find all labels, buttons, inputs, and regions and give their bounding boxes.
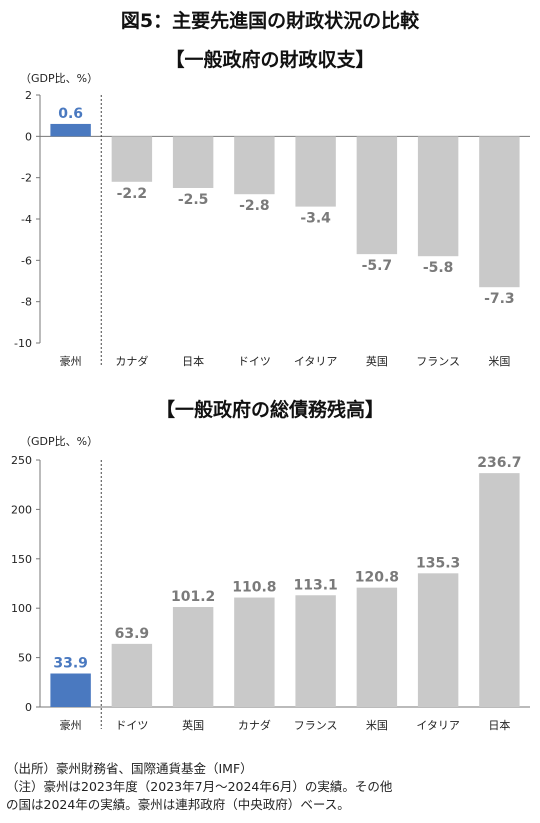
gross-debt-y-tick-label: 100 [11,602,32,615]
fiscal-balance-data-label: -2.2 [117,186,148,202]
note-remark-1: （注）豪州は2023年度（2023年7月～2024年6月）の実績。その他 [6,779,393,794]
fiscal-balance-category-label: イタリア [294,355,338,368]
fiscal-balance-bar [111,136,153,182]
gross-debt-y-tick-label: 0 [25,701,32,714]
fiscal-balance-category-label: ドイツ [238,355,271,368]
gross-debt-bar [479,473,520,707]
note-source: （出所）豪州財務省、国際通貨基金（IMF） [6,761,253,776]
fiscal-balance-category-label: 米国 [488,355,510,368]
fiscal-balance-category-label: フランス [416,355,460,368]
fiscal-balance-category-label: カナダ [115,354,148,368]
fiscal-balance-bar [172,136,214,188]
fiscal-balance-y-tick-label: -10 [14,337,32,350]
gross-debt-data-label: 236.7 [477,455,521,471]
gross-debt-bar [234,597,275,707]
gross-debt-chart: 250 200 150 100 50 0 33.9 豪州 63.9 ドイツ 101.2 英国 110.8… [11,454,530,732]
fiscal-balance-bar [356,136,398,255]
gross-debt-data-label: 113.1 [293,577,337,593]
gross-debt-bar [356,587,398,707]
gross-debt-bar [295,595,336,707]
gross-debt-bar [172,607,214,707]
gross-debt-category-label: 英国 [182,718,204,732]
gross-debt-bar [50,673,91,707]
fiscal-balance-data-label: -7.3 [484,291,515,307]
fiscal-balance-y-tick-label: -6 [21,254,32,267]
gross-debt-y-tick-label: 150 [11,553,32,566]
fiscal-balance-category-label: 日本 [182,354,204,368]
fiscal-balance-data-label: 0.6 [58,106,83,122]
fiscal-balance-bar [417,136,459,257]
fiscal-balance-chart: 2 0 -2 -4 -6 -8 -10 0.6 豪州 -2.2 カナダ -2.5 日本 -2.8 ドイツ -3… [14,89,530,368]
fiscal-balance-data-label: -3.4 [300,211,331,227]
gross-debt-category-label: 日本 [488,718,510,732]
fiscal-balance-y-tick-label: -2 [21,172,32,185]
gross-debt-category-label: イタリア [416,719,460,732]
fiscal-balance-category-label: 豪州 [60,354,82,368]
gross-debt-data-label: 135.3 [416,555,460,571]
gross-debt-data-label: 33.9 [53,656,88,672]
fiscal-balance-bar [234,136,275,195]
y-axis-unit-gross-debt: （GDP比、%） [20,435,99,448]
fiscal-balance-y-tick-label: 2 [25,89,32,102]
fiscal-balance-data-label: -2.8 [239,198,270,214]
gross-debt-bar [111,643,153,707]
page-title: 図5：主要先進国の財政状況の比較 [120,10,420,32]
gross-debt-y-tick-label: 250 [11,454,32,467]
y-axis-unit-fiscal-balance: （GDP比、%） [20,72,99,85]
gross-debt-category-label: ドイツ [115,719,148,732]
fiscal-balance-bar [479,136,520,288]
fiscal-balance-bar [50,123,91,137]
source-notes: （出所）豪州財務省、国際通貨基金（IMF） （注）豪州は2023年度（2023年… [6,760,536,814]
gross-debt-category-label: フランス [294,719,338,732]
fiscal-balance-data-label: -2.5 [178,192,209,208]
gross-debt-y-tick-label: 50 [18,652,32,665]
gross-debt-category-label: カナダ [238,718,271,732]
fiscal-balance-y-tick-label: -8 [21,296,32,309]
note-remark-2: の国は2024年の実績。豪州は連邦政府（中央政府）ベース。 [6,797,350,812]
fiscal-balance-y-tick-label: 0 [25,130,32,143]
fiscal-balance-y-tick-label: -4 [21,213,32,226]
chart-title-gross-debt: 【一般政府の総債務残高】 [155,399,384,421]
gross-debt-category-label: 豪州 [60,718,82,732]
fiscal-balance-data-label: -5.8 [423,260,454,276]
gross-debt-category-label: 米国 [366,719,388,732]
gross-debt-data-label: 120.8 [355,570,399,586]
gross-debt-data-label: 110.8 [232,580,276,596]
gross-debt-bar [417,573,459,707]
gross-debt-data-label: 63.9 [115,626,150,642]
chart-title-fiscal-balance: 【一般政府の財政収支】 [165,49,375,71]
gross-debt-data-label: 101.2 [171,589,215,605]
fiscal-balance-data-label: -5.7 [362,258,393,274]
fiscal-balance-category-label: 英国 [366,354,388,368]
gross-debt-y-tick-label: 200 [11,503,32,516]
fiscal-balance-bar [295,136,336,207]
